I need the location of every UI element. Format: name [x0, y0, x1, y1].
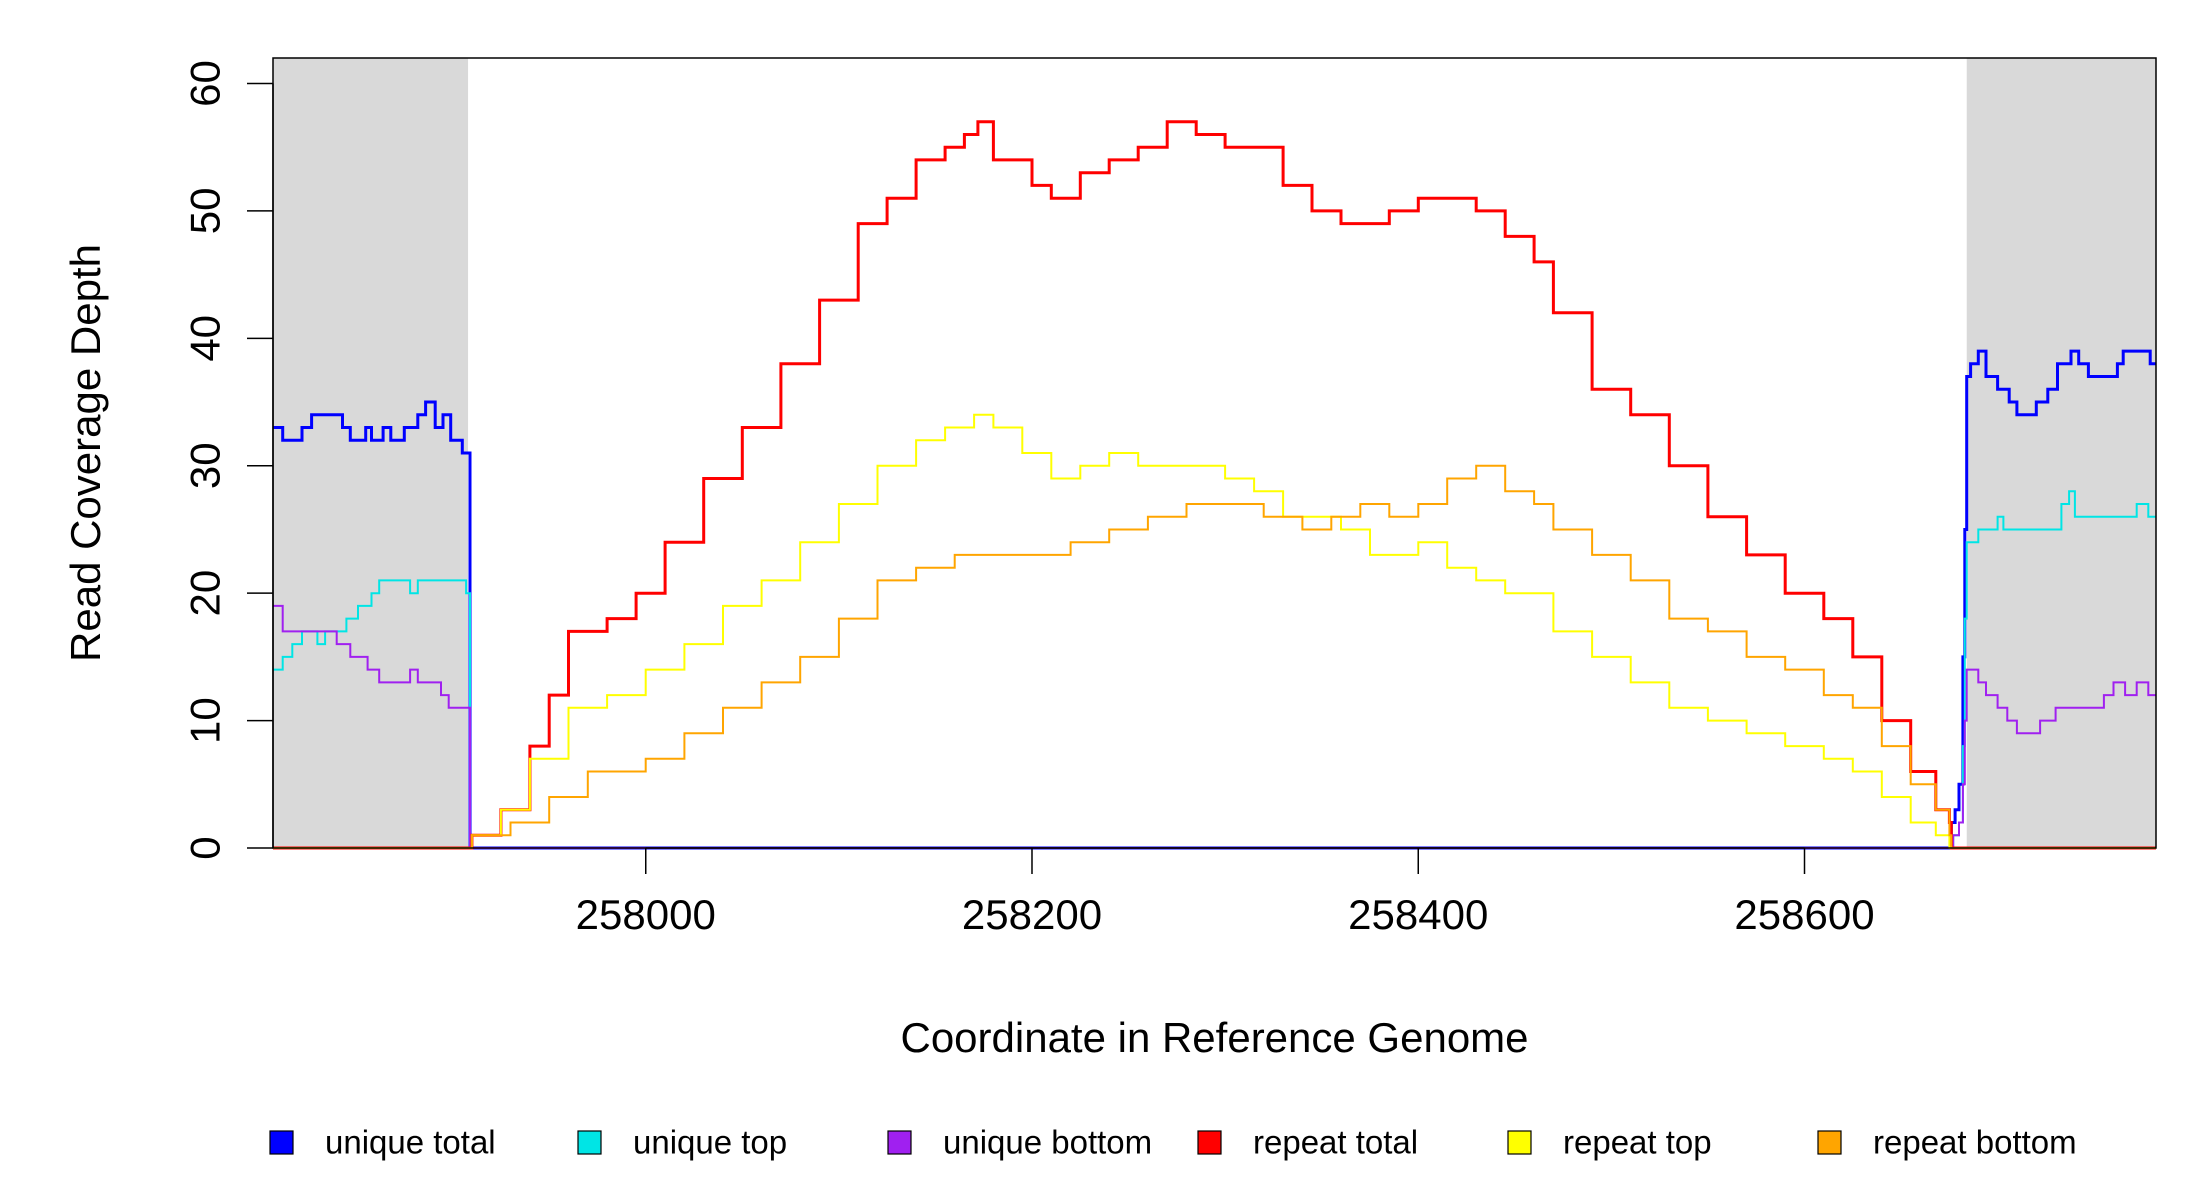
series-line-unique-bottom [273, 604, 2156, 849]
y-axis: 0 10 20 30 40 50 60 [182, 60, 274, 860]
x-axis: 258000 258200 258400 258600 [576, 847, 1875, 938]
series-lines [273, 120, 2156, 850]
legend-label: repeat total [1253, 1124, 1418, 1161]
legend-swatch [1197, 1130, 1222, 1155]
shaded-region-1 [1966, 58, 2156, 848]
x-axis-label: Coordinate in Reference Genome [900, 1014, 1528, 1061]
y-axis-label: Read Coverage Depth [62, 244, 109, 662]
y-tick-label: 10 [182, 697, 229, 744]
legend-swatch [887, 1130, 912, 1155]
legend: unique total unique top unique bottom repea… [269, 1124, 2077, 1161]
y-tick-label: 20 [182, 570, 229, 617]
series-line-repeat-top [273, 413, 2156, 849]
y-tick-label: 60 [182, 60, 229, 107]
legend-label: repeat top [1563, 1124, 1712, 1161]
legend-swatch [269, 1130, 294, 1155]
legend-label: unique top [633, 1124, 787, 1161]
legend-swatch [1817, 1130, 1842, 1155]
series-line-repeat-bottom [273, 464, 2156, 849]
legend-label: unique total [325, 1124, 496, 1161]
x-tick-label: 258400 [1348, 891, 1488, 938]
legend-swatch [1507, 1130, 1532, 1155]
y-tick-label: 0 [182, 836, 229, 859]
legend-swatch [577, 1130, 602, 1155]
shaded-regions [273, 58, 2156, 848]
legend-label: repeat bottom [1873, 1124, 2077, 1161]
shaded-region-0 [273, 58, 469, 848]
series-line-repeat-total [273, 120, 2156, 850]
series-line-unique-total [273, 349, 2156, 850]
series-line-unique-top [273, 490, 2156, 849]
legend-label: unique bottom [943, 1124, 1152, 1161]
y-tick-label: 40 [182, 315, 229, 362]
y-tick-label: 50 [182, 188, 229, 235]
x-tick-label: 258000 [576, 891, 716, 938]
plot-frame [272, 57, 2157, 849]
x-tick-label: 258200 [962, 891, 1102, 938]
x-tick-label: 258600 [1734, 891, 1874, 938]
y-tick-label: 30 [182, 442, 229, 489]
